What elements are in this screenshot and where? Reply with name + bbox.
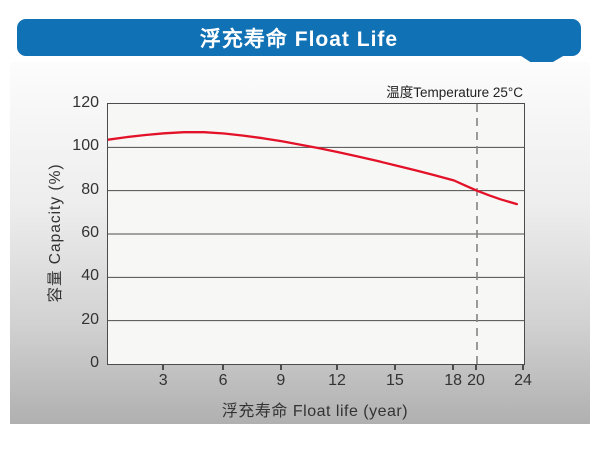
x-tick-label: 15 [385, 372, 404, 389]
x-tick-label: 9 [276, 372, 286, 389]
x-tick-mark [474, 365, 477, 370]
x-tick-mark [222, 365, 225, 370]
banner-tail-icon [515, 52, 570, 69]
chart-panel: 温度Temperature 25°C 容量 Capacity (%) 浮充寿命 … [10, 62, 590, 424]
y-tick-label: 100 [72, 137, 99, 155]
y-tick-label: 120 [72, 94, 99, 111]
plot-area [107, 103, 525, 365]
x-tick-label: 3 [158, 372, 168, 389]
title-banner: 浮充寿命 Float Life [17, 19, 581, 56]
y-tick-label: 20 [81, 310, 99, 328]
capacity-curve [108, 131, 519, 206]
x-tick-label: 18 [444, 372, 463, 389]
x-tick-label: 24 [514, 372, 532, 389]
y-tick-label: 0 [90, 354, 99, 371]
x-tick-label: 20 [467, 372, 485, 389]
x-tick-mark [336, 365, 339, 370]
x-axis-title: 浮充寿命 Float life (year) [221, 403, 409, 420]
page-title: 浮充寿命 Float Life [199, 27, 399, 51]
x-tick-mark [279, 365, 282, 370]
temperature-annotation: 温度Temperature 25°C [386, 85, 523, 100]
x-tick-label: 12 [328, 372, 346, 389]
x-tick-mark [393, 365, 396, 370]
x-tick-mark [162, 365, 165, 370]
x-tick-mark [452, 365, 455, 370]
y-tick-label: 80 [81, 180, 99, 198]
x-tick-label: 6 [218, 372, 228, 389]
y-tick-label: 40 [81, 267, 99, 285]
y-tick-label: 60 [81, 224, 99, 241]
x-tick-mark [522, 365, 524, 370]
plot-svg [108, 104, 524, 364]
